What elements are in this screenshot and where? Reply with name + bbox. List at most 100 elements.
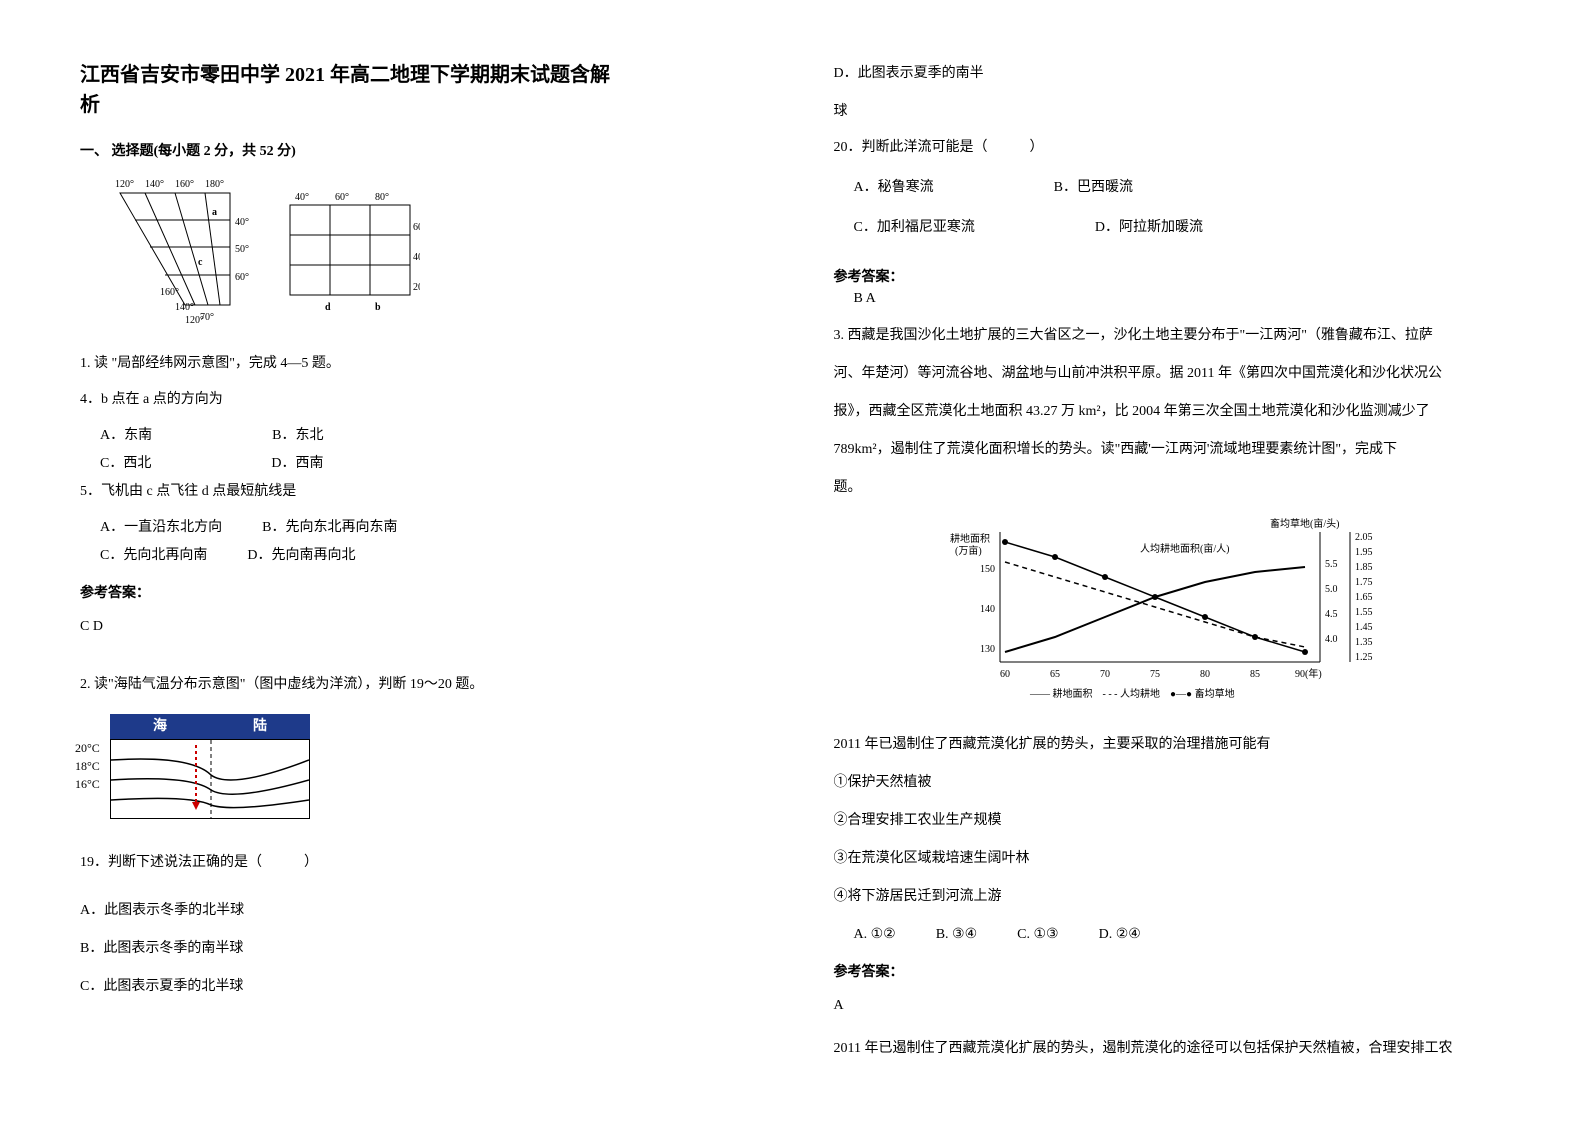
- q3-choice-a: A. ①②: [854, 921, 896, 949]
- svg-text:140°: 140°: [175, 302, 194, 313]
- svg-text:4.0: 4.0: [1325, 634, 1338, 645]
- svg-text:150: 150: [980, 564, 995, 575]
- q1-sub5-row1: A．一直沿东北方向 B．先向东北再向东南: [80, 514, 754, 542]
- svg-text:1.95: 1.95: [1355, 547, 1373, 558]
- svg-text:20°: 20°: [413, 282, 420, 293]
- stats-chart-svg: 耕地面积 (万亩) 150 140 130 2.05 1.95 1.85 1.7…: [940, 512, 1400, 712]
- q3-opt4: ④将下游居民迁到河流上游: [834, 883, 1508, 911]
- svg-text:4.5: 4.5: [1325, 609, 1338, 620]
- q20-a: A．秘鲁寒流: [854, 176, 934, 196]
- q3-stem4: 789km²，遏制住了荒漠化面积增长的势头。读"西藏'一江两河'流域地理要素统计…: [834, 436, 1508, 464]
- svg-text:80: 80: [1200, 669, 1210, 680]
- svg-text:1.45: 1.45: [1355, 622, 1373, 633]
- q1-sub5: 5．飞机由 c 点飞往 d 点最短航线是: [80, 478, 754, 506]
- q1-sub4-b: B．东北: [272, 422, 323, 450]
- svg-text:75: 75: [1150, 669, 1160, 680]
- q1-sub4-c: C．西北: [100, 450, 151, 478]
- q1-sub4-a: A．东南: [100, 422, 152, 450]
- svg-text:5.5: 5.5: [1325, 559, 1338, 570]
- section-selection: 一、 选择题(每小题 2 分，共 52 分): [80, 140, 754, 160]
- svg-text:160°: 160°: [160, 287, 179, 298]
- q2-answer: B A: [834, 291, 1508, 307]
- right-column: D．此图表示夏季的南半 球 20．判断此洋流可能是（ ） A．秘鲁寒流 B．巴西…: [834, 60, 1508, 1062]
- q1-sub4-row2: C．西北 D．西南: [80, 450, 754, 478]
- q3-choice-d: D. ②④: [1099, 921, 1141, 949]
- svg-text:140: 140: [980, 604, 995, 615]
- svg-text:120°: 120°: [115, 179, 134, 190]
- q20-stem: 20．判断此洋流可能是（ ）: [834, 136, 1508, 156]
- q1-sub5-c: C．先向北再向南: [100, 542, 207, 570]
- q3-stem5: 题。: [834, 474, 1508, 502]
- q1-sub5-d: D．先向南再向北: [247, 542, 355, 570]
- svg-text:40°: 40°: [235, 217, 249, 228]
- q1-sub5-b: B．先向东北再向东南: [262, 514, 397, 542]
- q19-stem: 19．判断下述说法正确的是（ ）: [80, 849, 754, 877]
- svg-text:80°: 80°: [375, 192, 389, 203]
- q1-sub5-a: A．一直沿东北方向: [100, 514, 222, 542]
- q19-b: B．此图表示冬季的南半球: [80, 935, 754, 963]
- q1-answer-label: 参考答案：: [80, 580, 754, 608]
- svg-text:60: 60: [1000, 669, 1010, 680]
- title-text-2: 析: [80, 94, 100, 116]
- land-label: 陆: [210, 714, 310, 739]
- q3-opt1: ①保护天然植被: [834, 769, 1508, 797]
- q20-c: C．加利福尼亚寒流: [854, 216, 975, 236]
- question-3: 3. 西藏是我国沙化土地扩展的三大省区之一，沙化土地主要分布于"一江两河"（雅鲁…: [834, 322, 1508, 1073]
- latlon-map-svg: 120° 140° 160° 180° 40° 50° 60° 70° 160°…: [100, 175, 420, 335]
- svg-text:160°: 160°: [175, 179, 194, 190]
- q3-explain: 2011 年已遏制住了西藏荒漠化扩展的势头，遏制荒漠化的途径可以包括保护天然植被…: [834, 1035, 1508, 1063]
- svg-text:2.05: 2.05: [1355, 532, 1373, 543]
- q1-answer: C D: [80, 613, 754, 641]
- q19-d2: 球: [834, 98, 1508, 126]
- q20-row2: C．加利福尼亚寒流 D．阿拉斯加暖流: [834, 216, 1508, 236]
- svg-text:60°: 60°: [335, 192, 349, 203]
- q3-answer: A: [834, 992, 1508, 1020]
- q20-b: B．巴西暖流: [1054, 176, 1133, 196]
- svg-text:180°: 180°: [205, 179, 224, 190]
- svg-text:b: b: [375, 302, 381, 313]
- q3-answer-label: 参考答案：: [834, 959, 1508, 987]
- svg-text:人均耕地面积(亩/人): 人均耕地面积(亩/人): [1140, 542, 1229, 555]
- svg-text:1.55: 1.55: [1355, 607, 1373, 618]
- page-title: 江西省吉安市零田中学 2021 年高二地理下学期期末试题含解 析: [80, 60, 754, 120]
- title-text-1: 江西省吉安市零田中学 2021 年高二地理下学期期末试题含解: [80, 64, 610, 86]
- q20-d: D．阿拉斯加暖流: [1095, 216, 1203, 236]
- q2-answer-label: 参考答案：: [834, 266, 1508, 286]
- q1-stem: 1. 读 "局部经纬网示意图"，完成 4—5 题。: [80, 350, 754, 378]
- q19-a: A．此图表示冬季的北半球: [80, 897, 754, 925]
- svg-text:1.25: 1.25: [1355, 652, 1373, 663]
- svg-text:50°: 50°: [235, 244, 249, 255]
- svg-text:60°: 60°: [235, 272, 249, 283]
- q2-stem: 2. 读"海陆气温分布示意图"（图中虚线为洋流），判断 19～20 题。: [80, 671, 754, 699]
- q1-sub4-row1: A．东南 B．东北: [80, 422, 754, 450]
- svg-text:130: 130: [980, 644, 995, 655]
- svg-text:60°: 60°: [413, 222, 420, 233]
- svg-text:70: 70: [1100, 669, 1110, 680]
- svg-text:—— 耕地面积 - - - 人均耕地 ●—● 畜均草地: —— 耕地面积 - - - 人均耕地 ●—● 畜均草地: [1029, 687, 1235, 700]
- svg-text:65: 65: [1050, 669, 1060, 680]
- svg-text:40°: 40°: [413, 252, 420, 263]
- svg-text:1.65: 1.65: [1355, 592, 1373, 603]
- question-2: 2. 读"海陆气温分布示意图"（图中虚线为洋流），判断 19～20 题。 20°…: [80, 671, 754, 1011]
- q3-stem3: 报》，西藏全区荒漠化土地面积 43.27 万 km²，比 2004 年第三次全国…: [834, 398, 1508, 426]
- map-figure: 120° 140° 160° 180° 40° 50° 60° 70° 160°…: [100, 175, 754, 340]
- svg-text:d: d: [325, 302, 331, 313]
- svg-text:5.0: 5.0: [1325, 584, 1338, 595]
- svg-text:耕地面积: 耕地面积: [950, 532, 990, 545]
- q1-sub4-d: D．西南: [271, 450, 323, 478]
- q3-opt3: ③在荒漠化区域栽培速生阔叶林: [834, 845, 1508, 873]
- svg-text:120°: 120°: [185, 315, 204, 326]
- sea-label: 海: [110, 714, 210, 739]
- isotherm-svg: [111, 740, 309, 818]
- svg-text:90(年): 90(年): [1295, 667, 1322, 680]
- sea-land-figure: 20°C 18°C 16°C 海 陆: [80, 714, 754, 834]
- q1-sub5-row2: C．先向北再向南 D．先向南再向北: [80, 542, 754, 570]
- svg-text:140°: 140°: [145, 179, 164, 190]
- svg-text:c: c: [198, 257, 203, 268]
- q3-stem1: 3. 西藏是我国沙化土地扩展的三大省区之一，沙化土地主要分布于"一江两河"（雅鲁…: [834, 322, 1508, 350]
- q19-d: D．此图表示夏季的南半: [834, 60, 1508, 88]
- svg-text:85: 85: [1250, 669, 1260, 680]
- svg-text:1.35: 1.35: [1355, 637, 1373, 648]
- svg-text:1.85: 1.85: [1355, 562, 1373, 573]
- q3-sub-stem: 2011 年已遏制住了西藏荒漠化扩展的势头，主要采取的治理措施可能有: [834, 731, 1508, 759]
